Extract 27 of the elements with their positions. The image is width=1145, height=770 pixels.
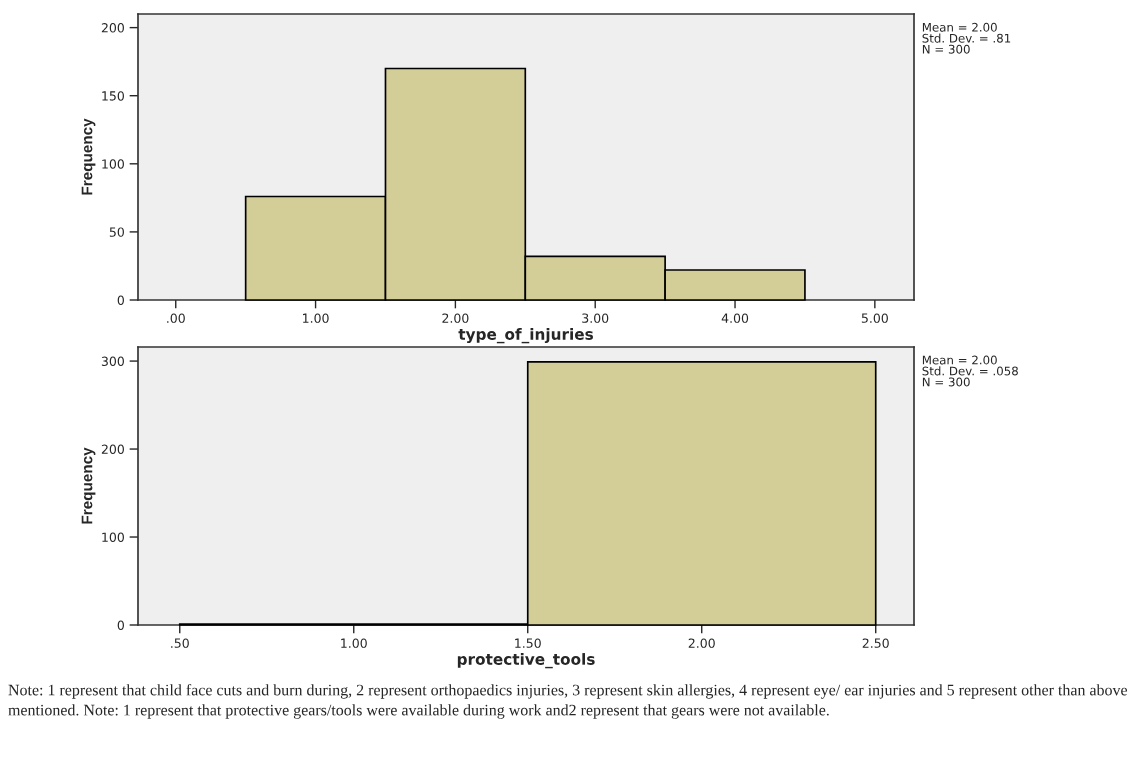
x-axis-title: protective_tools <box>457 653 595 669</box>
x-tick-label: .50 <box>171 638 189 648</box>
x-tick-label: 5.00 <box>861 313 888 323</box>
x-tick-label: 4.00 <box>721 313 749 323</box>
text: Mean = 2.00 Std. Dev. = .81 N = 300 <box>922 22 1011 54</box>
x-tick-label: 2.50 <box>862 638 889 648</box>
x-axis-title: type_of_injuries <box>458 328 593 344</box>
x-tick-label: 1.00 <box>341 638 367 648</box>
y-tick-label: 150 <box>102 91 124 101</box>
x-tick-label: .00 <box>167 313 185 323</box>
y-tick-label: 100 <box>102 532 124 542</box>
text: Note: 1 represent that child face cuts and burn during, 2 represent orthopaedics injuries, 3 represent skin allergies, 4 represent eye/ ear injuries and 5 represent other than above mentioned. Note: 1 represent that protective gears/tools were available during work and2 represent that gears were not available. <box>8 684 1128 719</box>
text: Mean = 2.00 Std. Dev. = .058 N = 300 <box>922 355 1018 387</box>
y-tick-label: 100 <box>102 159 124 169</box>
y-tick-label: 300 <box>101 356 124 366</box>
y-tick-label: 200 <box>101 444 124 454</box>
y-tick-label: 50 <box>109 227 124 237</box>
y-axis-title: Frequency <box>81 118 96 195</box>
x-tick-label: 1.50 <box>515 638 541 648</box>
x-tick-label: 2.00 <box>688 638 715 648</box>
x-tick-label: 2.00 <box>442 313 469 323</box>
y-tick-label: 200 <box>101 23 124 33</box>
y-axis-title: Frequency <box>81 447 96 524</box>
x-tick-label: 1.00 <box>303 313 329 323</box>
y-tick-label: 0 <box>117 620 124 630</box>
x-tick-label: 3.00 <box>582 313 609 323</box>
y-tick-label: 0 <box>117 295 124 305</box>
